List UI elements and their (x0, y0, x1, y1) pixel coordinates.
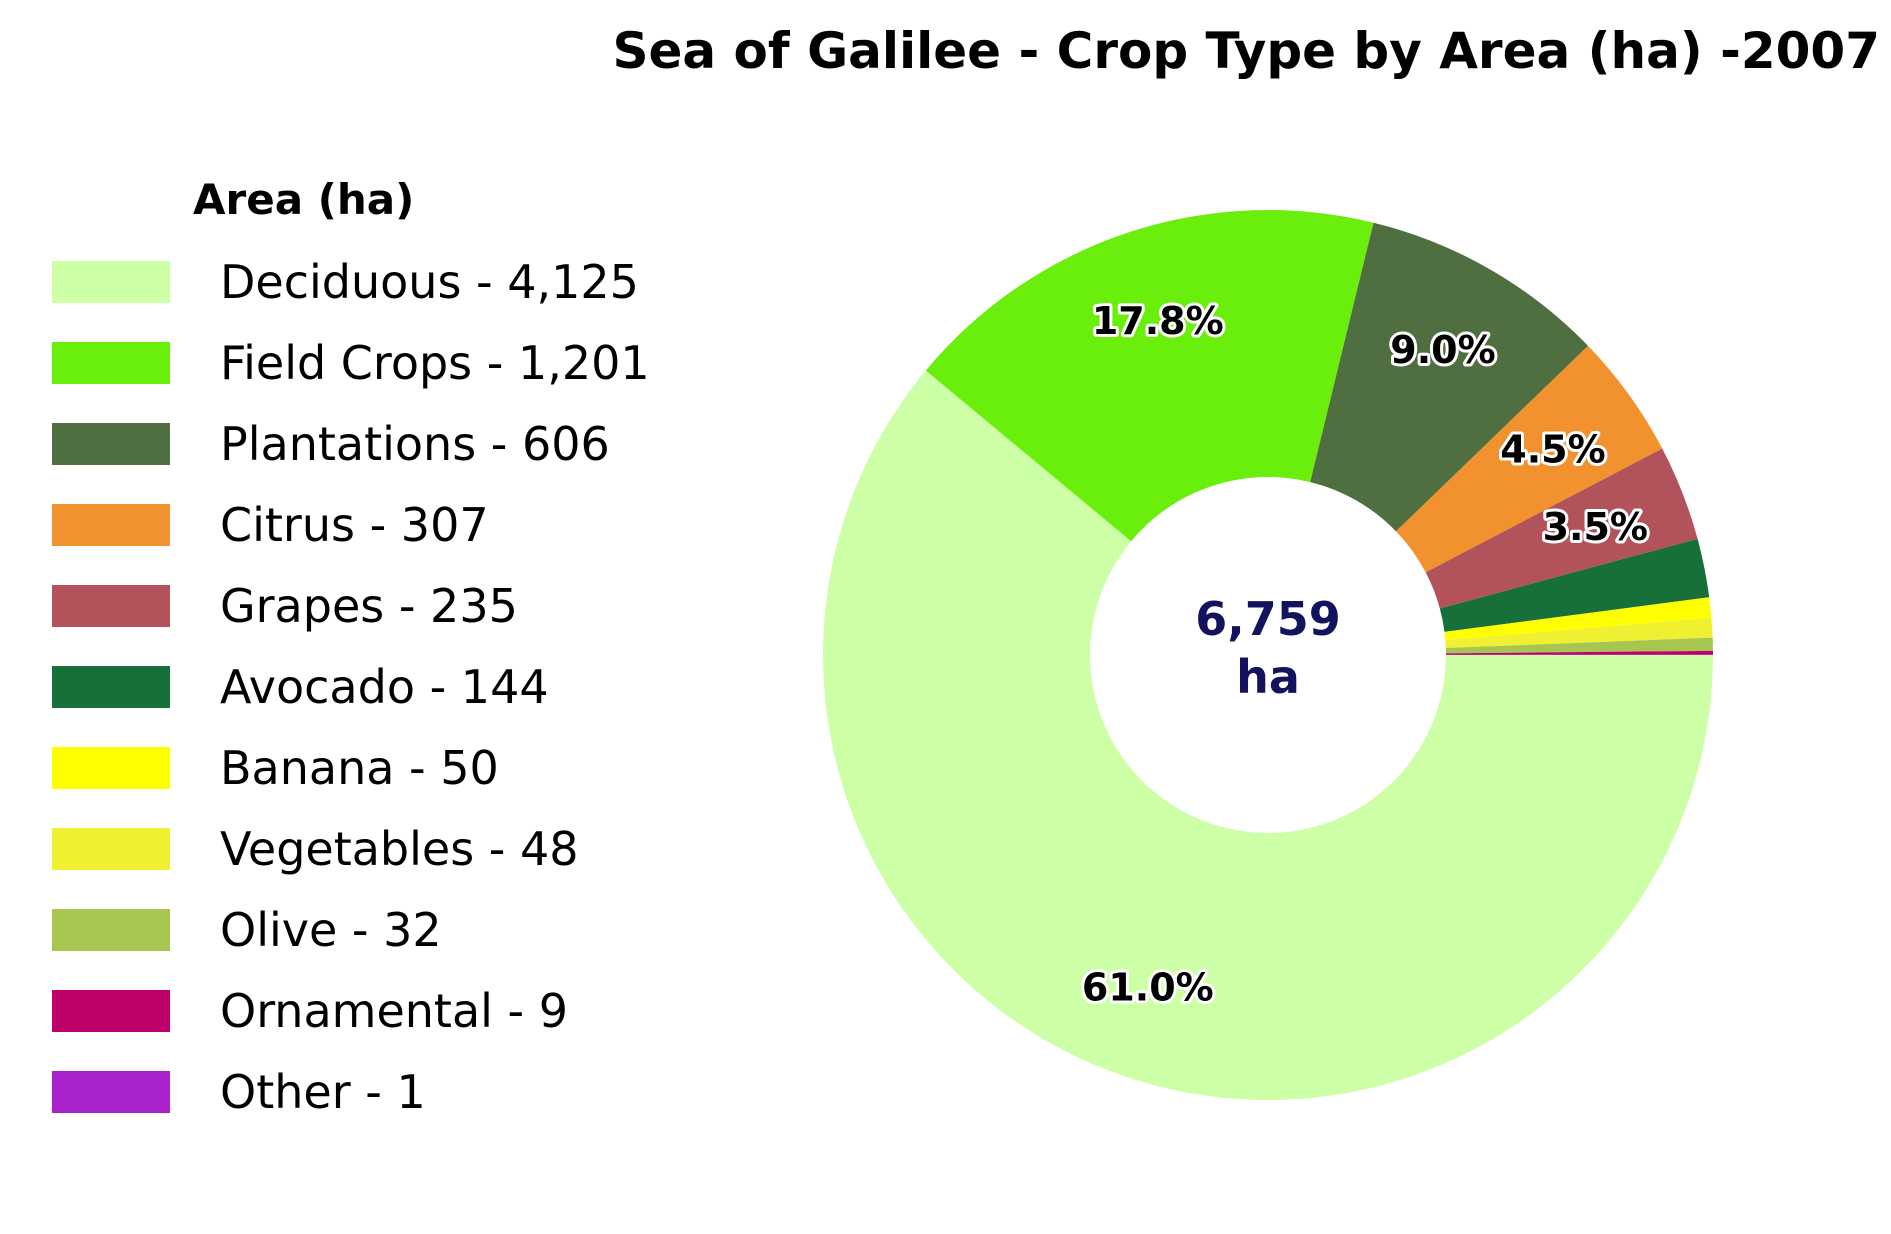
slice-banana (1444, 597, 1712, 641)
legend-label: Avocado - 144 (220, 660, 549, 714)
legend-swatch (52, 909, 170, 951)
legend-label: Ornamental - 9 (220, 984, 569, 1038)
legend-swatch (52, 747, 170, 789)
legend-swatch (52, 342, 170, 384)
legend-label: Plantations - 606 (220, 417, 610, 471)
legend-label: Banana - 50 (220, 741, 499, 795)
center-total-unit: ha (1236, 650, 1300, 704)
slice-label: 61.0% (1082, 965, 1214, 1009)
slice-label: 17.8% (1092, 299, 1224, 343)
legend-swatch (52, 585, 170, 627)
legend-label: Other - 1 (220, 1065, 426, 1119)
slice-olive (1445, 637, 1713, 654)
legend-swatch (52, 423, 170, 465)
slice-citrus (1396, 345, 1663, 573)
slice-grapes (1425, 448, 1698, 609)
slices (823, 210, 1713, 1101)
center-total-value: 6,759 (1195, 592, 1341, 646)
legend-label: Deciduous - 4,125 (220, 255, 639, 309)
slice-labels: 61.0% 17.8% 9.0% 4.5% 3.5% (1079, 296, 1651, 1012)
legend-swatch (52, 261, 170, 303)
slice-deciduous (823, 370, 1713, 1101)
legend-label: Field Crops - 1,201 (220, 336, 650, 390)
slice-label: 9.0% (1390, 328, 1495, 372)
slice-label: 3.5% (1543, 505, 1648, 549)
legend-swatch (52, 828, 170, 870)
slice-vegetables (1445, 617, 1713, 649)
legend-swatch (52, 990, 170, 1032)
legend-label: Grapes - 235 (220, 579, 518, 633)
slice-field-crops (925, 210, 1374, 542)
legend-title: Area (ha) (193, 175, 415, 224)
chart-title: Sea of Galilee - Crop Type by Area (ha) … (612, 22, 1880, 80)
legend-swatch (52, 666, 170, 708)
slice-ornamental (1445, 650, 1713, 655)
legend-label: Olive - 32 (220, 903, 442, 957)
slice-avocado (1439, 538, 1710, 632)
legend-label: Citrus - 307 (220, 498, 489, 552)
legend-swatch (52, 504, 170, 546)
legend-label: Vegetables - 48 (220, 822, 579, 876)
slice-plantations (1310, 222, 1589, 532)
legend-swatch (52, 1071, 170, 1113)
slice-label: 4.5% (1500, 427, 1605, 471)
